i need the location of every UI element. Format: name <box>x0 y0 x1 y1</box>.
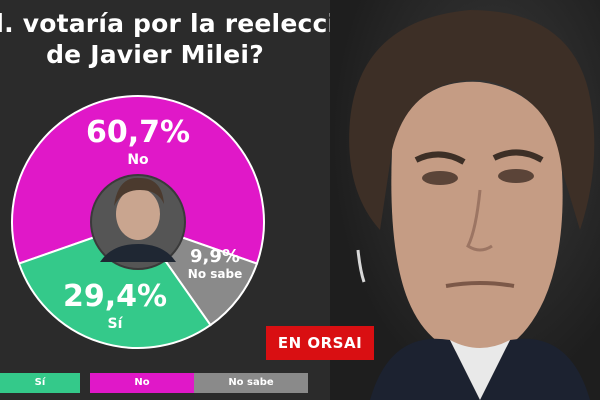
brand-badge: EN ORSAI <box>266 326 374 360</box>
slice-value-no-sabe: 9,9% <box>190 246 240 267</box>
center-portrait <box>90 174 186 270</box>
pie-chart: 60,7% No 9,9%No sabe 29,4% Sí <box>11 95 265 349</box>
chart-title-line-2: de Javier Milei? <box>46 40 264 69</box>
slice-label-no: No <box>127 152 149 168</box>
legend-item-si: Sí <box>0 373 80 393</box>
slice-value-no: 60,7% <box>86 115 190 150</box>
legend-item-no-sabe: No sabe <box>194 373 308 393</box>
portrait-photo <box>330 0 600 400</box>
chart-panel: d. votaría por la reelección de Javier M… <box>0 9 372 393</box>
slice-label-no-sabe: No sabe <box>188 267 242 281</box>
pie-slice-si <box>17 220 212 349</box>
slice-value-si: 29,4% <box>63 279 167 314</box>
legend-item-no: No <box>90 373 194 393</box>
slice-label-si: Sí <box>108 316 124 332</box>
chart-title-line-1: d. votaría por la reelección <box>0 9 372 38</box>
portrait-illustration <box>349 10 595 400</box>
legend: Sí No No sabe <box>0 373 310 393</box>
